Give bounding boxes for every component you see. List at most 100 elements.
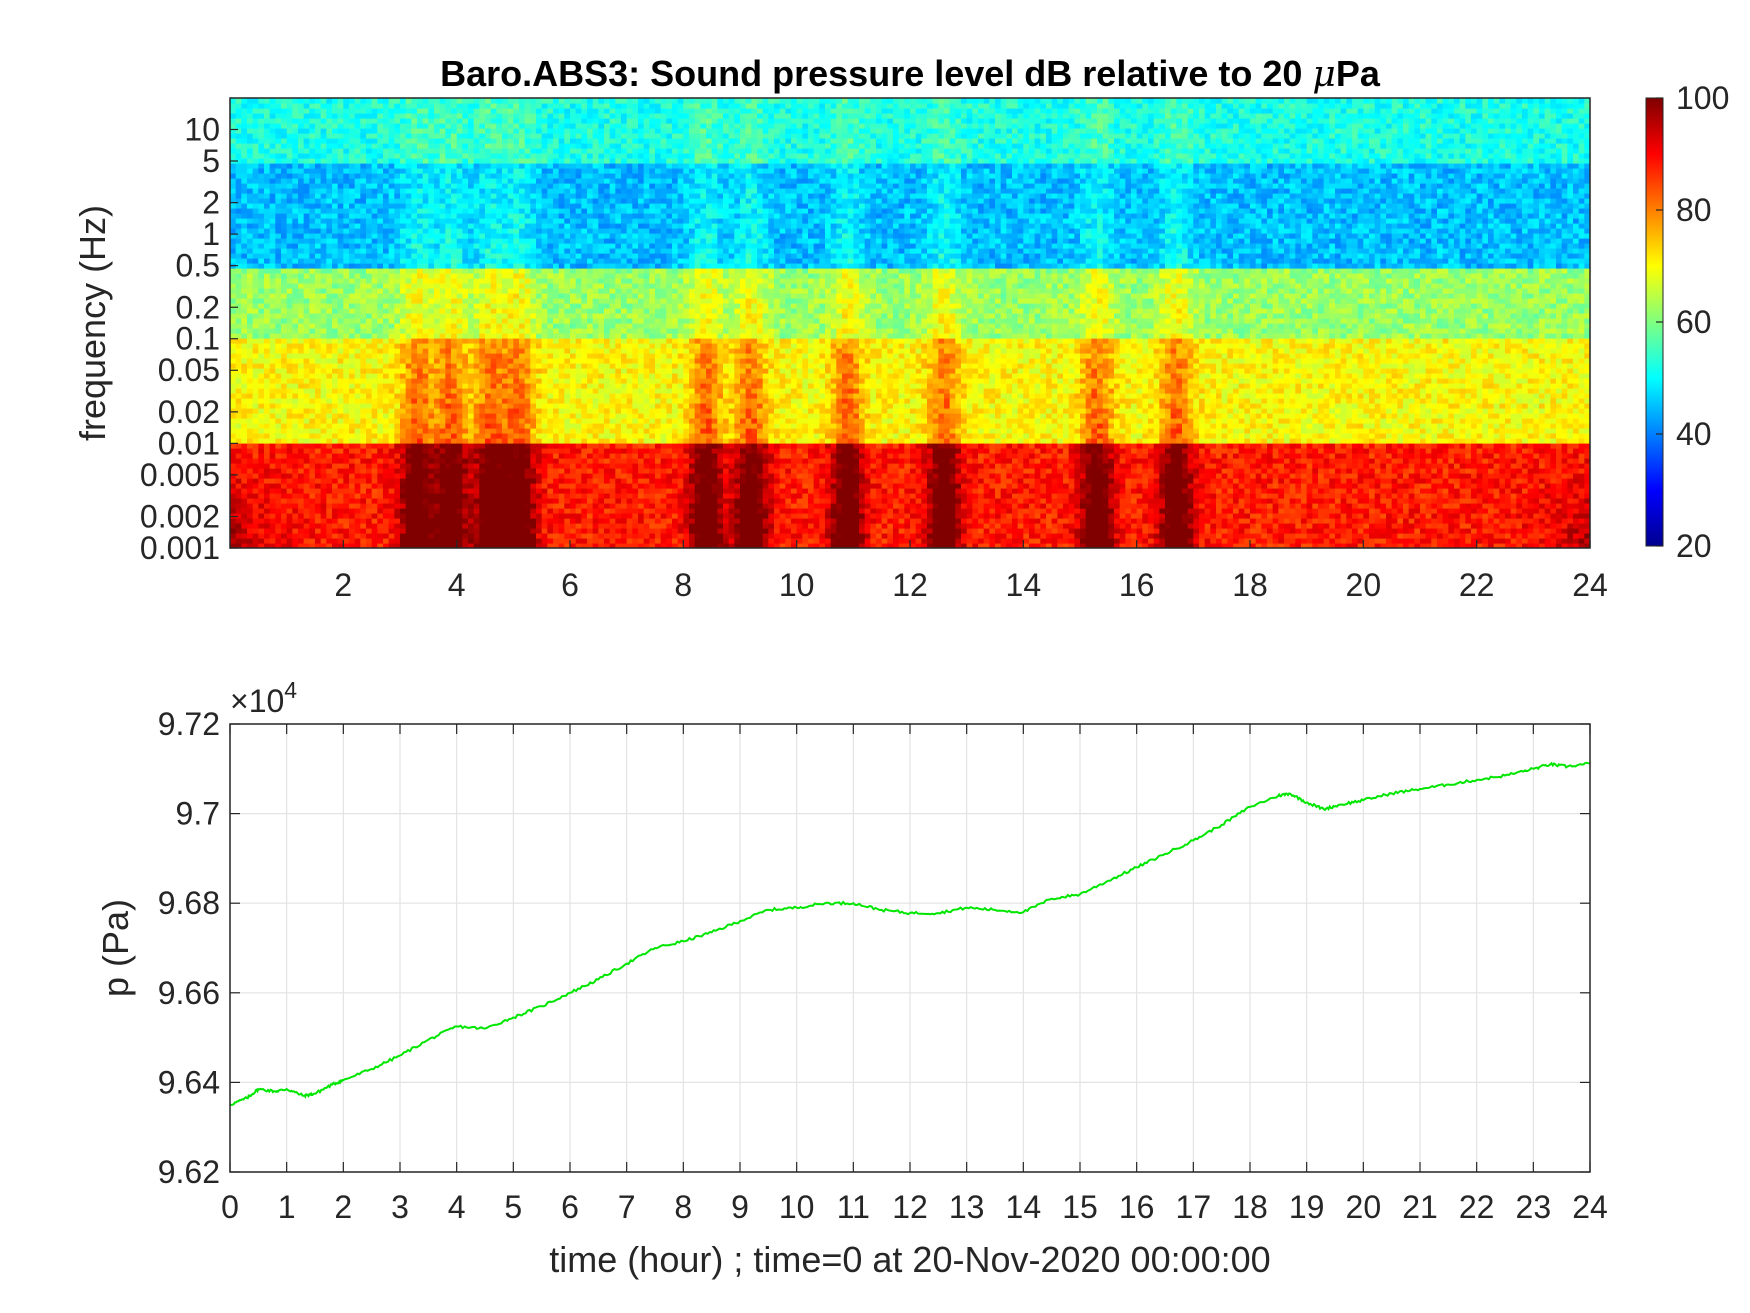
heatmap-cell [230, 523, 237, 529]
heatmap-cell [258, 533, 265, 539]
heatmap-cell [349, 403, 356, 409]
heatmap-cell [366, 113, 373, 119]
heatmap-cell [490, 388, 497, 394]
heatmap-cell [247, 368, 254, 374]
heatmap-cell [241, 188, 248, 194]
heatmap-cell [417, 268, 424, 274]
heatmap-cell [507, 278, 514, 284]
heatmap-cell [292, 203, 299, 209]
heatmap-cell [434, 258, 441, 264]
heatmap-cell [371, 408, 378, 414]
heatmap-cell [428, 358, 435, 364]
heatmap-cell [496, 188, 503, 194]
heatmap-cell [281, 258, 288, 264]
heatmap-cell [513, 98, 520, 104]
heatmap-cell [507, 113, 514, 119]
heatmap-cell [445, 208, 452, 214]
heatmap-cell [524, 518, 531, 524]
heatmap-cell [241, 418, 248, 424]
heatmap-cell [247, 468, 254, 474]
heatmap-cell [258, 363, 265, 369]
heatmap-cell [247, 398, 254, 404]
heatmap-cell [519, 493, 526, 499]
heatmap-cell [371, 193, 378, 199]
heatmap-cell [473, 133, 480, 139]
heatmap-cell [513, 363, 520, 369]
heatmap-cell [343, 473, 350, 479]
heatmap-cell [371, 393, 378, 399]
heatmap-cell [456, 178, 463, 184]
heatmap-cell [473, 398, 480, 404]
heatmap-cell [303, 373, 310, 379]
heatmap-cell [275, 128, 282, 134]
heatmap-cell [536, 233, 543, 239]
heatmap-cell [405, 373, 412, 379]
heatmap-cell [507, 473, 514, 479]
heatmap-cell [519, 103, 526, 109]
heatmap-cell [479, 388, 486, 394]
heatmap-cell [230, 113, 237, 119]
heatmap-cell [286, 378, 293, 384]
heatmap-cell [309, 348, 316, 354]
heatmap-cell [524, 368, 531, 374]
heatmap-cell [269, 528, 276, 534]
heatmap-cell [445, 488, 452, 494]
heatmap-cell [502, 468, 509, 474]
heatmap-cell [371, 158, 378, 164]
heatmap-cell [281, 153, 288, 159]
heatmap-cell [252, 208, 259, 214]
heatmap-cell [230, 223, 237, 229]
heatmap-cell [513, 133, 520, 139]
heatmap-cell [366, 153, 373, 159]
heatmap-cell [394, 483, 401, 489]
heatmap-cell [235, 213, 242, 219]
heatmap-cell [456, 128, 463, 134]
heatmap-cell [309, 533, 316, 539]
heatmap-cell [536, 133, 543, 139]
heatmap-cell [298, 383, 305, 389]
heatmap-cell [541, 408, 548, 414]
heatmap-cell [439, 98, 446, 104]
heatmap-cell [371, 188, 378, 194]
heatmap-cell [490, 453, 497, 459]
heatmap-cell [326, 188, 333, 194]
heatmap-cell [388, 483, 395, 489]
heatmap-cell [394, 243, 401, 249]
heatmap-cell [434, 268, 441, 274]
heatmap-cell [411, 413, 418, 419]
heatmap-cell [428, 238, 435, 244]
heatmap-cell [298, 128, 305, 134]
heatmap-cell [422, 138, 429, 144]
heatmap-cell [371, 448, 378, 454]
heatmap-cell [445, 153, 452, 159]
heatmap-cell [360, 198, 367, 204]
heatmap-cell [298, 348, 305, 354]
heatmap-cell [275, 118, 282, 124]
heatmap-cell [388, 138, 395, 144]
heatmap-cell [524, 433, 531, 439]
heatmap-cell [536, 108, 543, 114]
heatmap-cell [394, 143, 401, 149]
heatmap-cell [241, 218, 248, 224]
heatmap-cell [519, 303, 526, 309]
heatmap-cell [513, 493, 520, 499]
heatmap-cell [400, 188, 407, 194]
heatmap-cell [247, 153, 254, 159]
heatmap-cell [252, 503, 259, 509]
heatmap-cell [405, 273, 412, 279]
heatmap-cell [479, 163, 486, 169]
heatmap-cell [536, 268, 543, 274]
heatmap-cell [422, 383, 429, 389]
heatmap-cell [519, 118, 526, 124]
heatmap-cell [524, 193, 531, 199]
heatmap-cell [343, 273, 350, 279]
heatmap-cell [366, 493, 373, 499]
heatmap-cell [264, 533, 271, 539]
heatmap-cell [530, 213, 537, 219]
heatmap-cell [366, 213, 373, 219]
heatmap-cell [490, 223, 497, 229]
heatmap-cell [235, 328, 242, 334]
heatmap-cell [507, 188, 514, 194]
heatmap-cell [258, 308, 265, 314]
heatmap-cell [303, 203, 310, 209]
